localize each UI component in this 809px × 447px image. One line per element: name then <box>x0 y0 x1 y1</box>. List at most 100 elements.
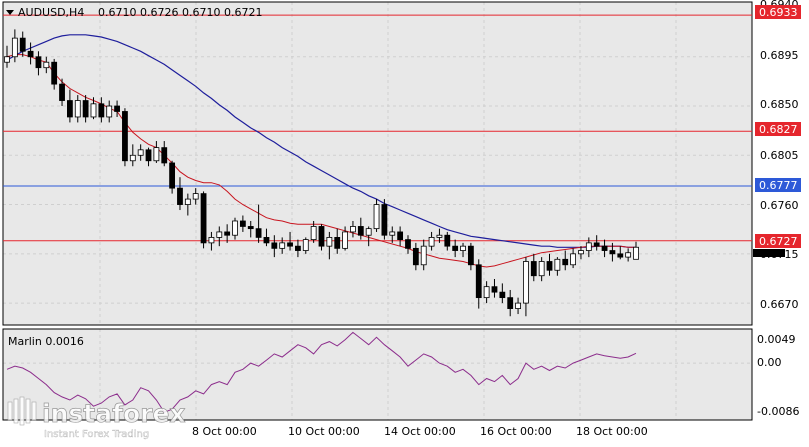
candle <box>114 100 120 117</box>
candle <box>192 188 199 205</box>
indicator-pane[interactable] <box>3 329 752 420</box>
candle-body <box>90 103 97 118</box>
candle-body <box>491 286 498 293</box>
candle <box>19 31 26 57</box>
candle <box>208 231 215 251</box>
time-tick-label: 18 Oct 00:00 <box>576 425 648 438</box>
indicator-grid <box>3 329 752 420</box>
candle-body <box>578 250 584 255</box>
candle-body <box>326 237 333 247</box>
candle <box>530 253 537 282</box>
candle-body <box>177 187 183 205</box>
collapse-triangle-icon[interactable] <box>6 10 14 15</box>
candle-body <box>114 105 120 112</box>
candle <box>263 228 270 247</box>
ma-slow-line <box>6 34 636 248</box>
candle-body <box>350 226 356 233</box>
candle-body <box>373 204 380 230</box>
candle <box>216 226 223 247</box>
candle <box>137 144 144 161</box>
candle <box>507 289 514 317</box>
candle <box>467 242 474 271</box>
candle-body <box>106 105 113 118</box>
candle <box>129 144 136 167</box>
candle-body <box>397 231 404 240</box>
candle-body <box>357 226 364 236</box>
candle <box>4 45 10 68</box>
candle <box>436 228 443 243</box>
candle-body <box>405 239 411 249</box>
indicator-pane-border <box>2 328 753 421</box>
candle-body <box>255 228 262 238</box>
candle-body <box>59 83 65 101</box>
candle-body <box>310 226 317 240</box>
candle-body <box>247 226 254 230</box>
candle-body <box>601 245 608 251</box>
candle-body <box>161 147 168 164</box>
candle-body <box>381 204 388 236</box>
candle <box>570 248 576 269</box>
candle <box>232 217 238 240</box>
candle-body <box>35 56 42 69</box>
indicator-label: Marlin 0.0016 <box>8 335 84 348</box>
candle <box>389 226 396 243</box>
indicator-tick-label: 0.00 <box>757 356 782 369</box>
candle-body <box>11 37 18 58</box>
candle <box>200 191 207 249</box>
candle <box>35 51 42 76</box>
indicator-tick-label: 0.0049 <box>757 333 796 346</box>
price-tick-label: 0.6670 <box>760 298 799 311</box>
candle <box>460 242 466 258</box>
candle-body <box>184 198 191 205</box>
candle-body <box>216 231 223 238</box>
candle <box>90 97 97 120</box>
price-tick-label: 0.6850 <box>760 98 799 111</box>
candle <box>122 108 128 167</box>
candle <box>420 239 427 271</box>
candle <box>184 193 191 216</box>
logo-mark-icon <box>7 396 37 426</box>
candle-body <box>153 147 160 162</box>
candle-body <box>279 242 286 249</box>
candle-body <box>302 239 309 251</box>
candle-body <box>169 162 176 189</box>
candle <box>334 228 341 254</box>
price-tag: 0.6827 <box>755 122 801 136</box>
candle <box>342 226 348 251</box>
candle <box>161 141 168 167</box>
candle-body <box>145 149 152 162</box>
candle <box>59 78 65 107</box>
candle-body <box>420 245 427 266</box>
candle <box>350 220 356 238</box>
candle <box>554 257 561 276</box>
candle-body <box>74 100 81 118</box>
candle <box>310 220 317 243</box>
candle <box>287 231 293 251</box>
candle-body <box>27 50 34 58</box>
instaforex-logo: instaforex Instant Forex Trading <box>7 396 186 440</box>
candle <box>578 246 584 260</box>
candle-body <box>82 100 89 118</box>
logo-tagline: Instant Forex Trading <box>44 429 149 440</box>
candle-body <box>546 261 553 271</box>
candle <box>452 239 459 258</box>
candle <box>106 100 113 123</box>
candle-body <box>475 264 482 299</box>
candle-body <box>224 231 231 236</box>
candle-body <box>342 231 348 249</box>
candle-body <box>43 61 50 69</box>
candle-body <box>239 220 246 227</box>
candle-body <box>617 253 624 258</box>
candle-body <box>609 250 616 255</box>
price-pane[interactable] <box>3 2 752 325</box>
time-axis[interactable]: 8 Oct 00:00 10 Oct 00:00 14 Oct 00:00 16… <box>192 425 648 438</box>
price-tag-label: 0.6727 <box>759 235 798 248</box>
candle-body <box>232 220 238 236</box>
candle <box>326 231 333 260</box>
indicator-tick-label: -0.0086 <box>757 405 799 418</box>
candle <box>145 147 152 167</box>
candle <box>515 297 521 315</box>
candle-body <box>122 111 128 162</box>
time-tick-label: 10 Oct 00:00 <box>288 425 360 438</box>
